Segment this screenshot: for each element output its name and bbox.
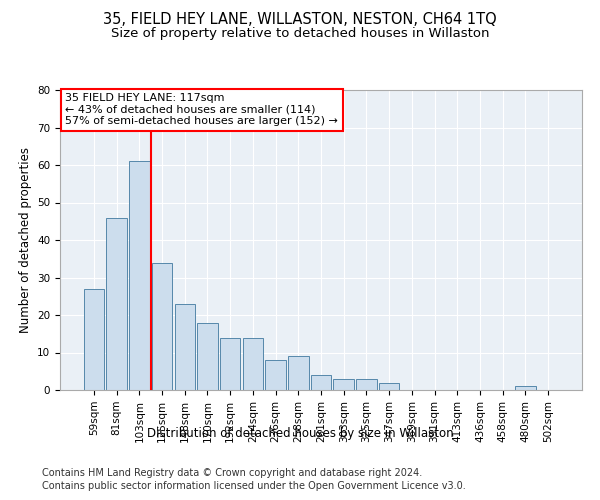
Y-axis label: Number of detached properties: Number of detached properties — [19, 147, 32, 333]
Text: Contains HM Land Registry data © Crown copyright and database right 2024.: Contains HM Land Registry data © Crown c… — [42, 468, 422, 477]
Text: 35, FIELD HEY LANE, WILLASTON, NESTON, CH64 1TQ: 35, FIELD HEY LANE, WILLASTON, NESTON, C… — [103, 12, 497, 28]
Bar — [129, 161, 149, 390]
Bar — [220, 338, 241, 390]
Bar — [288, 356, 308, 390]
Bar — [84, 289, 104, 390]
Bar — [106, 218, 127, 390]
Bar — [175, 304, 195, 390]
Bar — [311, 375, 331, 390]
Bar — [379, 382, 400, 390]
Text: Contains public sector information licensed under the Open Government Licence v3: Contains public sector information licen… — [42, 481, 466, 491]
Bar — [242, 338, 263, 390]
Bar — [515, 386, 536, 390]
Text: Distribution of detached houses by size in Willaston: Distribution of detached houses by size … — [146, 428, 454, 440]
Text: Size of property relative to detached houses in Willaston: Size of property relative to detached ho… — [111, 28, 489, 40]
Bar — [152, 262, 172, 390]
Text: 35 FIELD HEY LANE: 117sqm
← 43% of detached houses are smaller (114)
57% of semi: 35 FIELD HEY LANE: 117sqm ← 43% of detac… — [65, 93, 338, 126]
Bar — [265, 360, 286, 390]
Bar — [334, 379, 354, 390]
Bar — [197, 322, 218, 390]
Bar — [356, 379, 377, 390]
